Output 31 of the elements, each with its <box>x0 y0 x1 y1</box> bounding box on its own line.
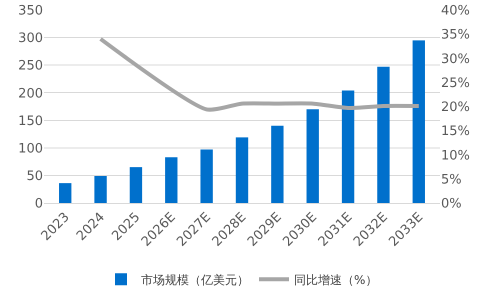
y-tick-label: 200 <box>18 86 43 102</box>
bar <box>165 157 178 203</box>
y-tick-label: 100 <box>18 141 43 156</box>
bar <box>130 167 142 203</box>
legend-label: 市场规模（亿美元） <box>141 272 249 287</box>
bar <box>412 40 425 203</box>
y2-tick-label: 30% <box>441 52 470 67</box>
y-tick-label: 250 <box>18 58 43 74</box>
bar <box>377 66 390 203</box>
y2-tick-label: 0% <box>441 196 462 212</box>
y2-tick-label: 25% <box>441 76 470 91</box>
y2-tick-label: 15% <box>441 124 470 140</box>
y-tick-label: 50 <box>26 168 43 184</box>
bar <box>306 109 319 203</box>
y-tick-label: 350 <box>18 4 43 19</box>
bar <box>271 126 284 203</box>
y-tick-label: 0 <box>34 196 43 212</box>
bar <box>236 137 248 203</box>
y2-tick-label: 10% <box>441 148 470 164</box>
line-series <box>98 36 421 112</box>
y2-tick-label: 20% <box>441 100 470 116</box>
y2-tick-label: 40% <box>441 4 470 19</box>
bar <box>59 183 72 203</box>
bar <box>342 90 354 203</box>
y-tick-label: 150 <box>18 114 43 129</box>
y2-tick-label: 35% <box>441 28 470 43</box>
bar <box>94 176 107 203</box>
bar <box>200 150 213 203</box>
y2-tick-label: 5% <box>441 172 462 188</box>
legend-label: 同比增速（%） <box>294 272 378 287</box>
y-tick-label: 300 <box>18 31 43 46</box>
